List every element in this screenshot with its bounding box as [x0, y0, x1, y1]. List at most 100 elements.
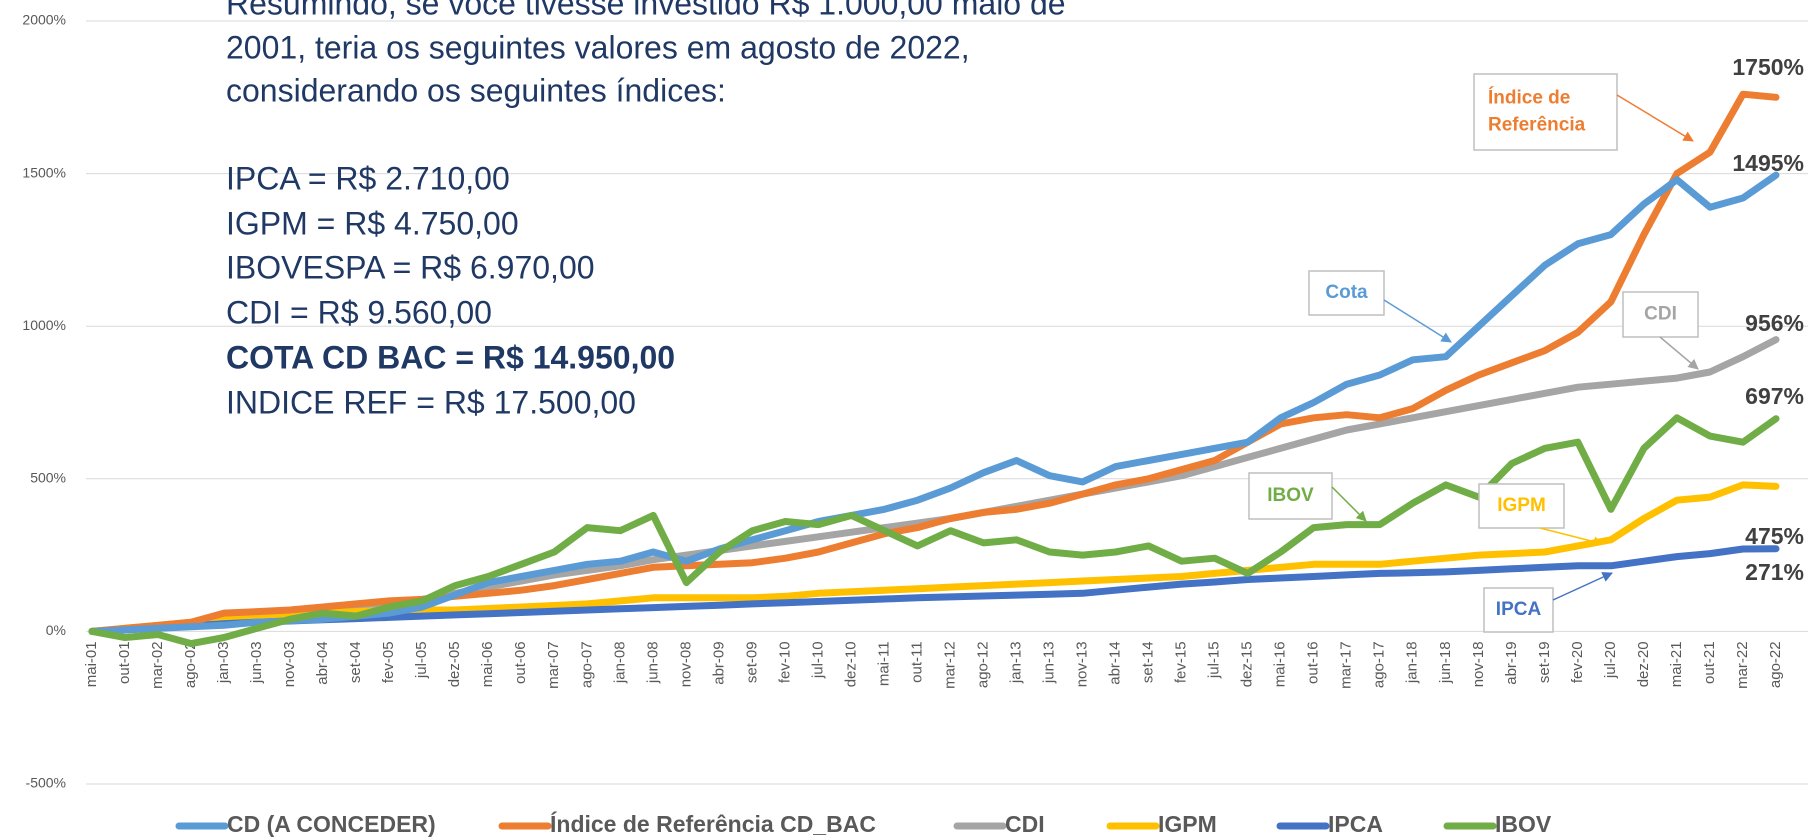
- series-line: [88, 414, 1780, 648]
- x-tick-label: dez-10: [842, 641, 859, 687]
- callout-text: CDI: [1644, 304, 1677, 325]
- legend-label: CDI: [1005, 811, 1045, 837]
- x-tick-label: out-21: [1701, 641, 1718, 684]
- end-label: 956%: [1745, 310, 1804, 336]
- x-tick-label: fev-05: [380, 641, 397, 683]
- legend-label: IPCA: [1328, 811, 1383, 837]
- callout-arrow: [1331, 486, 1367, 522]
- callout-text: Referência: [1488, 115, 1586, 136]
- x-tick-label: dez-05: [446, 641, 463, 687]
- y-tick-label: 1500%: [22, 164, 66, 180]
- legend-label: Índice de Referência CD_BAC: [550, 810, 876, 837]
- x-tick-label: ago-22: [1767, 641, 1784, 688]
- y-tick-label: 1000%: [22, 317, 66, 333]
- x-tick-label: fev-20: [1569, 641, 1586, 683]
- x-tick-label: jul-10: [809, 641, 826, 679]
- x-tick-label: jan-03: [215, 641, 232, 684]
- x-tick-label: mai-06: [479, 641, 496, 687]
- callout-arrow: [1552, 572, 1613, 601]
- summary-line: Resumindo, se você tivesse investido R$ …: [226, 0, 1066, 21]
- y-tick-label: 2000%: [22, 12, 66, 28]
- callout-box: [1622, 291, 1699, 338]
- x-tick-label: jun-03: [248, 641, 265, 684]
- x-tick-label: jun-18: [1437, 641, 1454, 684]
- x-tick-label: nov-18: [1470, 641, 1487, 687]
- callout-box: [1308, 270, 1385, 316]
- x-tick-label: jul-20: [1602, 641, 1619, 679]
- x-tick-label: nov-03: [281, 641, 298, 687]
- callout-arrow: [1616, 94, 1694, 142]
- x-tick-label: abr-14: [1107, 641, 1124, 684]
- x-tick-label: ago-02: [182, 641, 199, 688]
- summary-line: IPCA = R$ 2.710,00: [226, 160, 510, 196]
- x-tick-label: mar-22: [1734, 641, 1751, 689]
- callout-arrow: [1659, 336, 1699, 370]
- x-tick-label: out-16: [1305, 641, 1322, 684]
- annotations: Cota 1495% Índice de Referência 1750% CDI 956%…: [1248, 54, 1804, 633]
- x-tick-label: nov-08: [677, 641, 694, 687]
- callout-text: IBOV: [1267, 485, 1314, 506]
- callout-box: [1478, 483, 1565, 529]
- end-label: 475%: [1745, 523, 1804, 549]
- legend-label: IBOV: [1495, 811, 1552, 837]
- x-tick-label: nov-13: [1074, 641, 1091, 687]
- x-tick-label: out-01: [116, 641, 133, 684]
- x-tick-label: mar-12: [941, 641, 958, 689]
- x-tick-label: mai-11: [875, 641, 892, 686]
- x-tick-label: ago-17: [1371, 641, 1388, 688]
- callout-text: Cota: [1325, 282, 1368, 303]
- x-tick-label: mai-21: [1668, 641, 1685, 687]
- x-tick-label: abr-19: [1503, 641, 1520, 684]
- callout-box: [1473, 73, 1618, 151]
- callout-text: IGPM: [1497, 495, 1546, 516]
- series-line: [88, 90, 1780, 635]
- summary-line: COTA CD BAC = R$ 14.950,00: [226, 339, 675, 375]
- x-tick-label: jul-05: [413, 641, 430, 679]
- x-tick-label: mai-16: [1272, 641, 1289, 687]
- callout-text: IPCA: [1496, 599, 1542, 620]
- x-tick-label: fev-10: [776, 641, 793, 683]
- x-tick-label: mar-02: [149, 641, 166, 689]
- legend-label: CD (A CONCEDER): [227, 811, 436, 837]
- x-tick-label: set-09: [743, 641, 760, 683]
- x-tick-label: out-11: [908, 641, 925, 682]
- y-tick-label: 500%: [30, 470, 66, 486]
- summary: Resumindo, se você tivesse investido R$ …: [226, 0, 1066, 420]
- x-tick-label: jun-08: [644, 641, 661, 684]
- end-label: 697%: [1745, 383, 1804, 409]
- x-tick-label: abr-04: [314, 641, 331, 684]
- x-tick-label: out-06: [512, 641, 529, 684]
- x-tick-label: jan-13: [1008, 641, 1025, 684]
- y-tick-label: 0%: [46, 622, 66, 638]
- y-tick-label: -500%: [26, 775, 66, 791]
- callout-arrow: [1383, 299, 1452, 343]
- plot: [88, 90, 1780, 648]
- x-tick-label: set-14: [1140, 641, 1157, 683]
- legend: CD (A CONCEDER) Índice de Referência CD_B…: [175, 810, 1552, 837]
- end-label: 1750%: [1732, 54, 1804, 80]
- summary-line: IGPM = R$ 4.750,00: [226, 205, 519, 241]
- x-tick-label: dez-20: [1635, 641, 1652, 687]
- grid: -500% 0% 500% 1000% 1500% 2000% mai-01 out-01 ma…: [22, 12, 1808, 791]
- x-tick-label: abr-09: [710, 641, 727, 684]
- callout-box: [1248, 472, 1333, 520]
- x-tick-label: mai-01: [83, 641, 100, 687]
- x-tick-label: ago-12: [974, 641, 991, 688]
- x-tick-label: jan-08: [611, 641, 628, 684]
- legend-label: IGPM: [1158, 811, 1217, 837]
- x-tick-label: jul-15: [1206, 641, 1223, 679]
- x-tick-label: set-04: [347, 641, 364, 683]
- callout-arrow: [1539, 527, 1605, 547]
- callout-box: [1483, 587, 1554, 633]
- end-label: 271%: [1745, 559, 1804, 585]
- x-tick-label: ago-07: [578, 641, 595, 688]
- x-tick-label: mar-17: [1338, 641, 1355, 689]
- x-tick-label: jan-18: [1404, 641, 1421, 684]
- summary-line: CDI = R$ 9.560,00: [226, 294, 492, 330]
- end-label: 1495%: [1732, 150, 1804, 176]
- callout-text: Índice de: [1488, 87, 1570, 109]
- x-tick-label: fev-15: [1173, 641, 1190, 683]
- summary-line: INDICE REF = R$ 17.500,00: [226, 384, 636, 420]
